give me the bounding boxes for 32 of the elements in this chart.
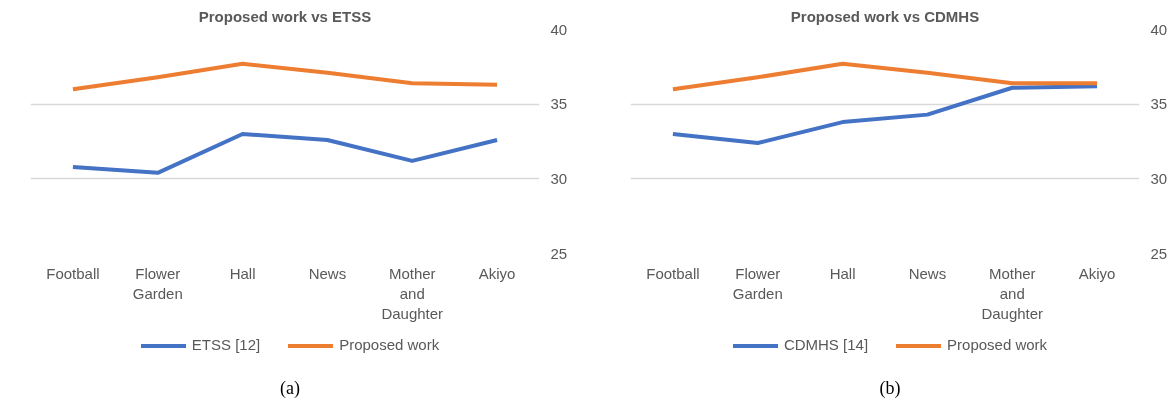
- y-tick-label: 25: [550, 244, 568, 262]
- x-tick-label: Mother and Daughter: [381, 264, 444, 323]
- legend-label: Proposed work: [946, 335, 1048, 355]
- y-tick-label: 35: [550, 95, 568, 113]
- text: (a): [280, 377, 300, 400]
- legend-label: CDMHS [14]: [782, 335, 869, 355]
- x-tick-label: News: [308, 264, 347, 282]
- x-tick-label: News: [908, 264, 947, 282]
- x-tick-label: Mother and Daughter: [981, 264, 1044, 323]
- x-tick-label: Akiyo: [478, 264, 516, 282]
- legend-label: ETSS [12]: [190, 335, 261, 355]
- x-tick-label: Hall: [229, 264, 256, 282]
- text: (b): [879, 377, 901, 400]
- chart-title: Proposed work vs ETSS: [198, 7, 372, 25]
- line-series: [670, 61, 1100, 92]
- y-tick-label: 25: [1150, 244, 1168, 262]
- x-tick-label: Flower Garden: [132, 264, 183, 302]
- x-tick-label: Football: [46, 264, 100, 282]
- line-series: [70, 132, 500, 175]
- x-tick-label: Football: [646, 264, 700, 282]
- y-tick-label: 40: [1150, 20, 1168, 38]
- x-tick-label: Hall: [829, 264, 856, 282]
- chart-title: Proposed work vs CDMHS: [790, 7, 980, 25]
- x-tick-label: Akiyo: [1078, 264, 1116, 282]
- y-tick-label: 40: [550, 20, 568, 38]
- line-series: [70, 61, 500, 92]
- legend-label: Proposed work: [338, 335, 440, 355]
- y-tick-label: 30: [550, 169, 568, 187]
- y-tick-label: 30: [1150, 169, 1168, 187]
- x-tick-label: Flower Garden: [732, 264, 783, 302]
- line-series: [670, 84, 1100, 145]
- y-tick-label: 35: [1150, 95, 1168, 113]
